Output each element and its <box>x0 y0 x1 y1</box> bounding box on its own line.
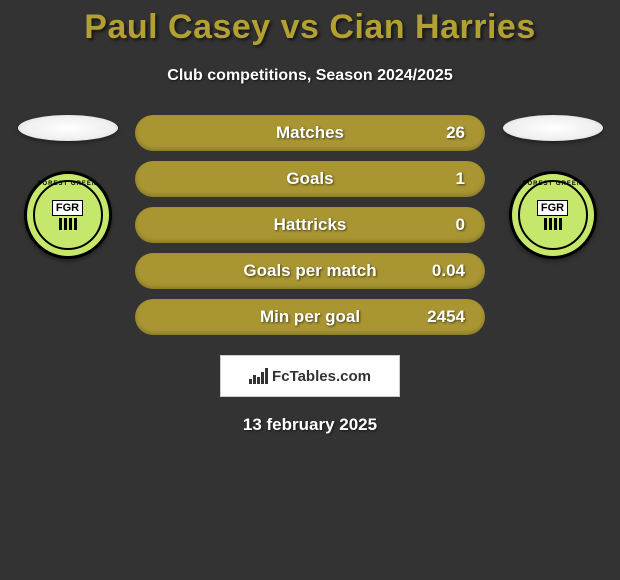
badge-stripes-left <box>59 218 77 230</box>
date-text: 13 february 2025 <box>10 415 610 435</box>
footer-brand-logo[interactable]: FcTables.com <box>220 355 400 397</box>
stat-label: Min per goal <box>205 307 415 327</box>
stat-label: Goals <box>205 169 415 189</box>
stat-row-goals: Goals 1 <box>135 161 485 197</box>
stats-column: Matches 26 Goals 1 Hattricks 0 Goals per… <box>135 115 485 345</box>
stat-right-value: 0.04 <box>415 261 465 281</box>
stat-label: Hattricks <box>205 215 415 235</box>
player-right-club-badge: FOREST GREEN FGR <box>509 171 597 259</box>
player-right-ellipse <box>503 115 603 141</box>
player-left-club-badge: FOREST GREEN FGR <box>24 171 112 259</box>
page-title: Paul Casey vs Cian Harries <box>10 8 610 47</box>
badge-inner-left: FOREST GREEN FGR <box>33 180 103 250</box>
stat-label: Goals per match <box>205 261 415 281</box>
stat-row-hattricks: Hattricks 0 <box>135 207 485 243</box>
badge-inner-right: FOREST GREEN FGR <box>518 180 588 250</box>
stat-right-value: 26 <box>415 123 465 143</box>
infographic-container: Paul Casey vs Cian Harries Club competit… <box>0 8 620 435</box>
badge-abbr-left: FGR <box>52 200 83 216</box>
player-left-ellipse <box>18 115 118 141</box>
badge-abbr-right: FGR <box>537 200 568 216</box>
chart-icon <box>249 368 268 384</box>
comparison-area: FOREST GREEN FGR Matches 26 <box>10 115 610 345</box>
stat-row-matches: Matches 26 <box>135 115 485 151</box>
stat-right-value: 1 <box>415 169 465 189</box>
player-right-column: FOREST GREEN FGR <box>495 115 610 259</box>
stat-row-min-per-goal: Min per goal 2454 <box>135 299 485 335</box>
subtitle: Club competitions, Season 2024/2025 <box>10 67 610 85</box>
badge-stripes-right <box>544 218 562 230</box>
stat-label: Matches <box>205 123 415 143</box>
badge-ring-text-right: FOREST GREEN <box>518 181 588 187</box>
player-left-column: FOREST GREEN FGR <box>10 115 125 259</box>
badge-ring-text-left: FOREST GREEN <box>33 181 103 187</box>
footer-brand-text: FcTables.com <box>272 368 371 385</box>
stat-row-goals-per-match: Goals per match 0.04 <box>135 253 485 289</box>
stat-right-value: 2454 <box>415 307 465 327</box>
stat-right-value: 0 <box>415 215 465 235</box>
